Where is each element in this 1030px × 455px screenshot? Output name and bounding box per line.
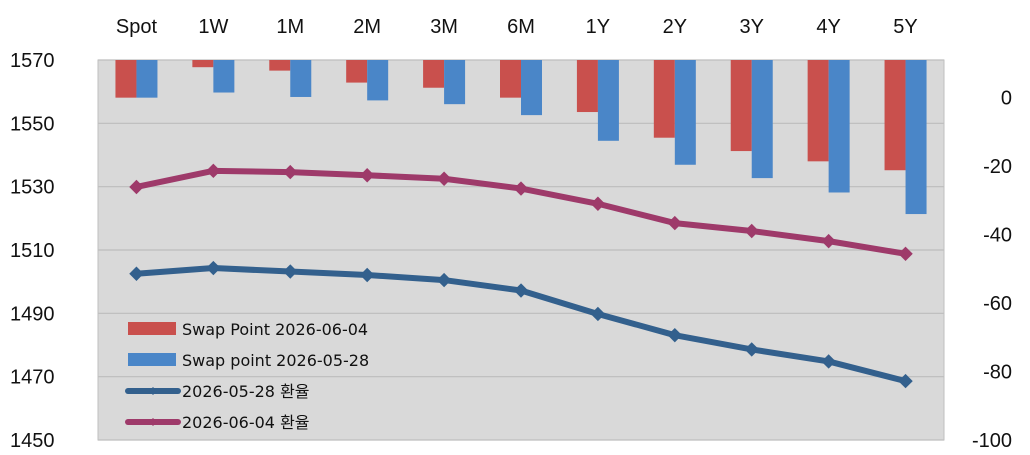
- bar-series: [115, 60, 927, 215]
- x-tick-label: 1W: [198, 16, 228, 38]
- marker-fx-0604-2m: [359, 168, 375, 183]
- bar-swap-point-0604-1y: [576, 60, 598, 113]
- left-y-tick-label: 1570: [10, 50, 55, 72]
- legend-marker: [149, 418, 157, 426]
- marker-fx-0528-1y: [590, 306, 606, 322]
- legend-label: Swap point 2026-05-28: [182, 351, 369, 370]
- marker-fx-0528-1w: [206, 260, 221, 276]
- bar-swap-point-0604-3y: [730, 60, 752, 152]
- marker-fx-0528-6m: [513, 283, 529, 298]
- marker-fx-0528-3m: [436, 272, 452, 288]
- marker-fx-0604-3y: [744, 223, 759, 239]
- bar-swap-point-0604-1w: [192, 60, 214, 68]
- right-y-tick-label: -20: [983, 156, 1012, 178]
- marker-fx-0528-3y: [744, 342, 759, 357]
- legend-swatch: [128, 322, 176, 335]
- marker-fx-0528-4y: [821, 354, 836, 369]
- x-tick-label: 3Y: [739, 16, 763, 38]
- x-tick-label: 2M: [353, 16, 381, 38]
- bar-swap-point-0604-3m: [423, 60, 445, 88]
- right-y-tick-label: -40: [983, 225, 1012, 247]
- marker-fx-0528-5y: [898, 373, 913, 389]
- marker-fx-0604-3m: [436, 171, 452, 186]
- left-y-tick-label: 1490: [10, 303, 55, 325]
- legend-swatch: [128, 353, 176, 366]
- x-tick-label: 4Y: [816, 16, 840, 38]
- bar-swap-point-0528-2m: [367, 60, 389, 101]
- right-y-tick-label: -60: [983, 293, 1012, 315]
- marker-fx-0528-spot: [129, 266, 144, 281]
- bar-swap-point-0604-1m: [269, 60, 291, 71]
- right-y-tick-label: -80: [983, 362, 1012, 384]
- right-y-tick-label: 0: [1001, 88, 1012, 110]
- marker-fx-0604-1m: [283, 164, 298, 180]
- bar-swap-point-0528-1m: [290, 60, 312, 97]
- marker-fx-0528-1m: [283, 264, 298, 279]
- marker-fx-0604-1y: [590, 196, 606, 211]
- legend-label: 2026-05-28 환율: [182, 382, 310, 401]
- left-y-tick-label: 1510: [10, 240, 55, 262]
- bar-swap-point-0528-spot: [136, 60, 158, 98]
- legend: Swap Point 2026-06-04 Swap point 2026-05-…: [125, 320, 369, 432]
- legend-label: Swap Point 2026-06-04: [182, 320, 368, 339]
- bar-swap-point-0528-2y: [674, 60, 696, 165]
- bar-swap-point-0528-3y: [751, 60, 773, 179]
- marker-fx-0528-2m: [359, 267, 375, 283]
- x-tick-label: 6M: [507, 16, 535, 38]
- marker-fx-0604-2y: [667, 215, 683, 231]
- left-y-tick-label: 1550: [10, 113, 55, 135]
- legend-label: 2026-06-04 환율: [182, 413, 310, 432]
- x-tick-label: 5Y: [893, 16, 917, 38]
- x-tick-label: 1Y: [586, 16, 610, 38]
- marker-fx-0604-5y: [898, 246, 913, 262]
- marker-fx-0604-1w: [206, 163, 221, 179]
- bar-swap-point-0604-5y: [884, 60, 906, 171]
- x-tick-label: 1M: [276, 16, 304, 38]
- bar-swap-point-0528-5y: [905, 60, 927, 215]
- axes: Spot 1W 1M 2M 3M 6M 1Y 2Y 3Y 4Y 5Y 1570 1550 1530 1510…: [10, 16, 1012, 452]
- legend-marker: [149, 387, 157, 395]
- bar-swap-point-0604-spot: [115, 60, 137, 98]
- marker-fx-0528-2y: [667, 327, 683, 343]
- bar-swap-point-0528-1w: [213, 60, 235, 93]
- bar-swap-point-0604-2m: [346, 60, 368, 83]
- marker-fx-0604-6m: [513, 181, 529, 196]
- bar-swap-point-0528-1y: [597, 60, 619, 141]
- x-tick-label: Spot: [116, 16, 158, 38]
- x-tick-label: 2Y: [663, 16, 687, 38]
- bar-swap-point-0528-3m: [444, 60, 466, 105]
- x-tick-label: 3M: [430, 16, 458, 38]
- bar-swap-point-0604-4y: [807, 60, 829, 162]
- right-y-tick-label: -100: [972, 430, 1012, 452]
- marker-fx-0604-4y: [821, 233, 836, 249]
- marker-fx-0604-spot: [129, 179, 144, 195]
- left-y-tick-label: 1450: [10, 430, 55, 452]
- bar-swap-point-0604-2y: [653, 60, 675, 138]
- left-y-tick-label: 1470: [10, 367, 55, 389]
- bar-swap-point-0528-6m: [521, 60, 542, 116]
- bar-swap-point-0604-6m: [500, 60, 521, 98]
- bar-swap-point-0528-4y: [828, 60, 850, 193]
- left-y-tick-label: 1530: [10, 177, 55, 199]
- line-series: [129, 163, 913, 389]
